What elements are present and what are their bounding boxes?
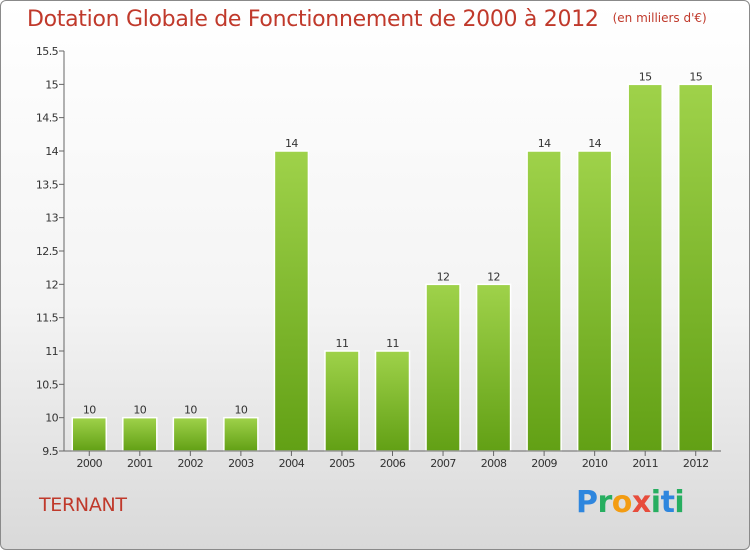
bar-2007: [425, 283, 461, 452]
x-tick-label: 2001: [127, 457, 153, 470]
logo-letter: x: [631, 485, 651, 520]
bar-2002: [172, 416, 209, 452]
value-label: 15: [689, 70, 702, 83]
logo-letter: o: [611, 485, 633, 520]
y-tick-label: 15: [45, 78, 58, 91]
y-tick-label: 14.5: [36, 112, 59, 125]
logo-letter: P: [576, 485, 598, 520]
logo-letter: t: [660, 485, 675, 520]
y-tick-label: 13.5: [36, 178, 59, 191]
value-label: 15: [639, 70, 652, 83]
bar-2012: [677, 83, 714, 452]
bar-2003: [223, 416, 259, 452]
value-label: 10: [234, 404, 247, 417]
bar-2009: [526, 150, 562, 452]
proxiti-logo: Proxiti: [576, 485, 685, 520]
x-tick-label: 2012: [683, 457, 709, 470]
bar-2010: [576, 150, 613, 452]
y-tick-label: 11.5: [36, 312, 59, 325]
value-label: 14: [285, 137, 298, 150]
bar-2006: [374, 350, 411, 452]
bar-2005: [324, 350, 360, 452]
x-tick-label: 2005: [329, 457, 355, 470]
bar-2004: [273, 150, 310, 452]
value-label: 12: [487, 270, 500, 283]
value-label: 12: [437, 270, 450, 283]
x-tick-label: 2007: [430, 457, 456, 470]
logo-letter: i: [650, 485, 661, 520]
bar-2011: [627, 83, 663, 452]
y-tick-label: 11: [45, 345, 58, 358]
logo-letter: i: [674, 485, 685, 520]
y-tick-label: 10: [45, 412, 58, 425]
x-tick-label: 2008: [481, 457, 507, 470]
value-label: 14: [588, 137, 601, 150]
bar-2008: [475, 283, 512, 452]
y-tick-label: 14: [45, 145, 58, 158]
bar-2001: [122, 416, 158, 452]
bar-2000: [71, 416, 108, 452]
x-tick-label: 2009: [531, 457, 557, 470]
x-tick-label: 2004: [279, 457, 305, 470]
value-label: 10: [83, 404, 96, 417]
value-label: 11: [386, 337, 399, 350]
chart-subtitle: (en milliers d'€): [612, 11, 707, 25]
x-tick-label: 2003: [228, 457, 254, 470]
value-label: 11: [336, 337, 349, 350]
y-tick-label: 13: [45, 212, 58, 225]
commune-name: TERNANT: [39, 494, 127, 516]
value-label: 14: [538, 137, 551, 150]
x-tick-label: 2011: [632, 457, 658, 470]
y-tick-label: 10.5: [36, 378, 59, 391]
y-tick-label: 15.5: [36, 45, 59, 58]
chart-title: Dotation Globale de Fonctionnement de 20…: [27, 7, 707, 32]
value-label: 10: [184, 404, 197, 417]
x-tick-label: 2000: [76, 457, 102, 470]
x-tick-label: 2006: [380, 457, 406, 470]
x-tick-label: 2002: [178, 457, 204, 470]
logo-letter: r: [597, 485, 613, 520]
value-label: 10: [133, 404, 146, 417]
y-tick-label: 9.5: [42, 445, 58, 458]
x-tick-label: 2010: [582, 457, 608, 470]
y-tick-label: 12.5: [36, 245, 59, 258]
y-tick-label: 12: [45, 278, 58, 291]
